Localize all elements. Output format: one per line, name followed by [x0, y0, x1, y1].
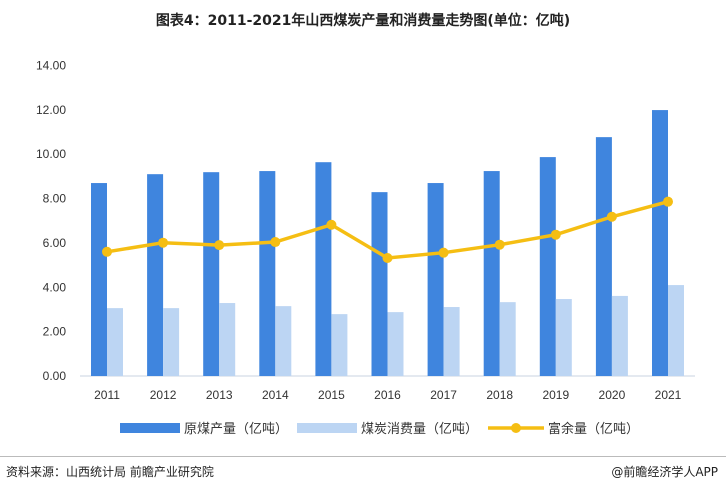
x-tick-label: 2011 — [94, 388, 120, 402]
legend-marker-surplus — [511, 423, 521, 433]
bar-production — [483, 171, 500, 376]
y-tick-label: 12.00 — [36, 103, 66, 117]
brand-text: @前瞻经济学人APP — [611, 465, 718, 479]
x-tick-label: 2015 — [318, 388, 345, 402]
x-tick-label: 2012 — [150, 388, 177, 402]
x-tick-label: 2018 — [486, 388, 513, 402]
bar-consumption — [163, 308, 180, 376]
point-surplus — [438, 247, 449, 258]
bar-production — [652, 110, 668, 377]
chart-title: 图表4：2011-2021年山西煤炭产量和消费量走势图(单位：亿吨) — [155, 13, 571, 29]
y-tick-label: 8.00 — [43, 192, 67, 206]
source-text: 资料来源：山西统计局 前瞻产业研究院 — [6, 465, 214, 479]
bar-production — [427, 183, 444, 376]
point-surplus — [606, 211, 617, 222]
bar-consumption — [387, 312, 404, 376]
point-surplus — [326, 219, 337, 230]
bar-production — [259, 171, 276, 376]
x-tick-label: 2016 — [374, 388, 401, 402]
bar-consumption — [275, 306, 292, 376]
y-tick-label: 10.00 — [36, 147, 66, 161]
y-tick-label: 6.00 — [43, 236, 67, 250]
legend-swatch-consumption — [297, 423, 357, 433]
bar-consumption — [443, 307, 460, 376]
bar-production — [203, 172, 220, 376]
x-tick-label: 2017 — [430, 388, 457, 402]
point-surplus — [550, 229, 561, 240]
bar-production — [147, 174, 164, 376]
x-tick-label: 2020 — [599, 388, 626, 402]
y-tick-label: 14.00 — [36, 59, 66, 73]
bar-consumption — [331, 314, 348, 376]
point-surplus — [214, 240, 225, 251]
y-tick-label: 2.00 — [43, 325, 67, 339]
footer-divider — [0, 456, 726, 457]
legend-label-consumption: 煤炭消费量（亿吨） — [361, 422, 478, 437]
point-surplus — [663, 196, 673, 207]
x-tick-label: 2019 — [542, 388, 569, 402]
bar-consumption — [499, 302, 516, 376]
bar-consumption — [611, 295, 628, 376]
legend-label-surplus: 富余量（亿吨） — [548, 421, 639, 437]
bar-consumption — [668, 285, 684, 376]
bar-consumption — [555, 299, 572, 376]
point-surplus — [382, 253, 393, 264]
chart-svg: 0.00 2.00 4.00 6.00 8.00 10.00 12.00 14.00 2011 2… — [36, 59, 695, 437]
y-tick-label: 0.00 — [43, 369, 67, 383]
point-surplus — [158, 237, 169, 248]
point-surplus — [102, 246, 112, 257]
legend-label-production: 原煤产量（亿吨） — [184, 422, 288, 437]
bar-production — [371, 192, 388, 376]
bar-production — [315, 162, 332, 376]
x-tick-label: 2014 — [262, 388, 289, 402]
legend-swatch-production — [120, 423, 180, 433]
x-tick-label: 2021 — [655, 388, 682, 402]
point-surplus — [270, 237, 281, 248]
bar-consumption — [219, 303, 236, 376]
bar-consumption — [107, 308, 123, 376]
bar-production — [539, 157, 556, 376]
bar-production — [91, 183, 107, 376]
y-tick-label: 4.00 — [43, 280, 67, 294]
bar-production — [595, 137, 612, 376]
x-tick-label: 2013 — [206, 388, 233, 402]
point-surplus — [494, 239, 505, 250]
